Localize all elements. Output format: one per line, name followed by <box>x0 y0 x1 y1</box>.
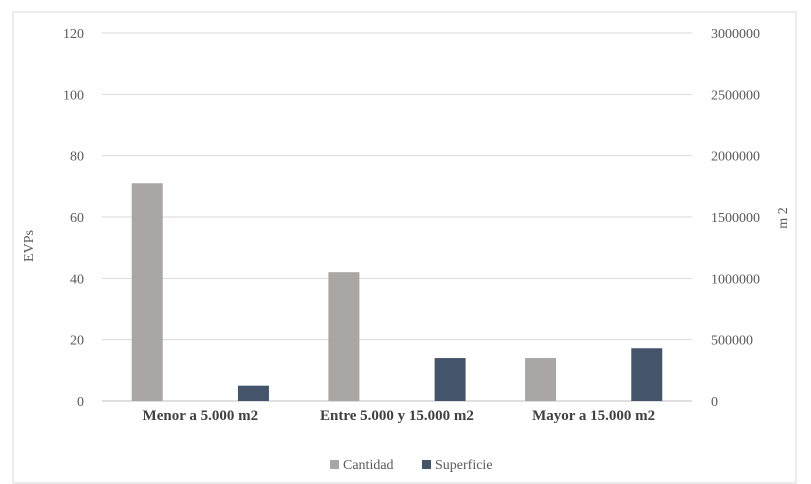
legend-label-cantidad: Cantidad <box>343 458 394 473</box>
bar-cantidad <box>525 358 557 401</box>
y2-axis-title: m 2 <box>776 207 791 228</box>
x-tick-label: Mayor a 15.000 m2 <box>532 408 655 424</box>
y-tick-label: 60 <box>70 211 84 226</box>
legend: Cantidad Superficie <box>330 458 493 473</box>
y-axis-title: EVPs <box>22 230 37 262</box>
chart-border <box>12 11 797 484</box>
bar-cantidad <box>131 183 163 401</box>
category-labels: Menor a 5.000 m2 Entre 5.000 y 15.000 m2 M… <box>143 408 656 424</box>
y2-tick-label: 1000000 <box>711 272 760 287</box>
bar-superficie <box>434 358 466 401</box>
y2-tick-label: 0 <box>711 395 718 410</box>
y2-tick-label: 2500000 <box>711 88 760 103</box>
y2-tick-label: 1500000 <box>711 211 760 226</box>
bar-superficie <box>631 348 663 401</box>
y2-tick-label: 2000000 <box>711 150 760 165</box>
legend-swatch-cantidad <box>330 460 339 469</box>
y2-tick-label: 500000 <box>711 334 753 349</box>
left-axis-ticks: 0 20 40 60 80 100 120 <box>63 27 84 410</box>
gridlines <box>102 32 692 402</box>
bar-superficie <box>237 385 269 401</box>
right-axis-ticks: 0 500000 1000000 1500000 2000000 2500000 30000… <box>711 27 760 410</box>
y-tick-label: 100 <box>63 88 84 103</box>
y-tick-label: 80 <box>70 150 84 165</box>
bar-cantidad <box>328 272 360 401</box>
legend-swatch-superficie <box>422 460 431 469</box>
y-tick-label: 40 <box>70 272 84 287</box>
x-tick-label: Menor a 5.000 m2 <box>143 408 259 424</box>
legend-label-superficie: Superficie <box>435 458 493 473</box>
x-tick-label: Entre 5.000 y 15.000 m2 <box>320 408 474 424</box>
y2-tick-label: 3000000 <box>711 27 760 42</box>
y-tick-label: 120 <box>63 27 84 42</box>
y-tick-label: 0 <box>77 395 84 410</box>
bars <box>131 183 663 401</box>
y-tick-label: 20 <box>70 334 84 349</box>
